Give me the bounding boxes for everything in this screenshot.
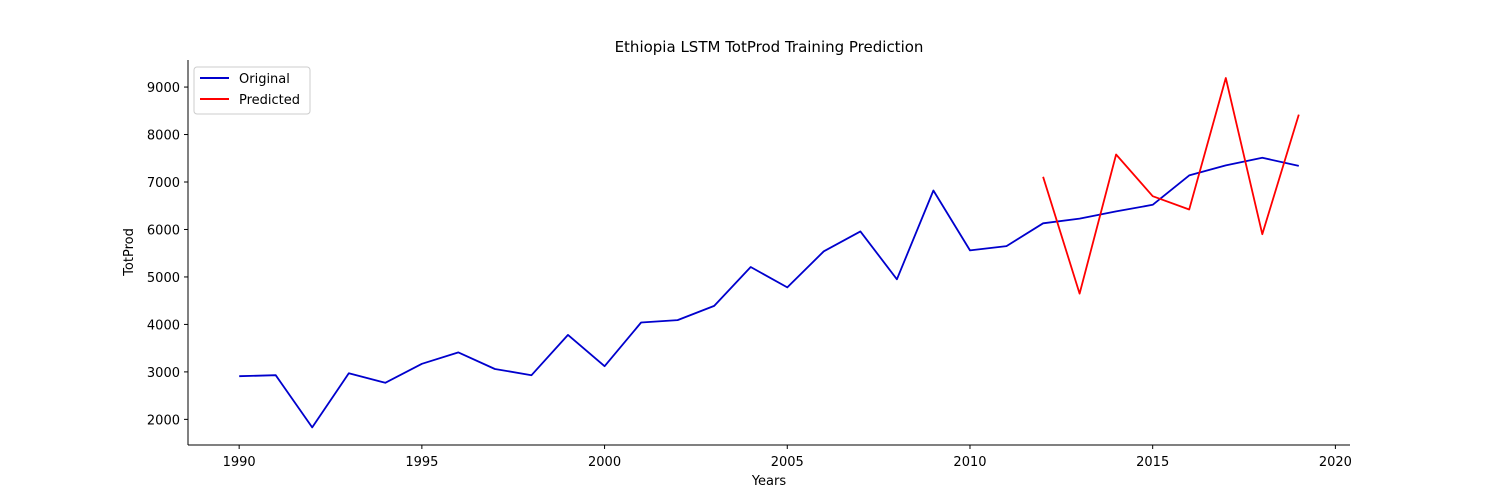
x-tick-label: 1995 [405, 455, 438, 470]
x-tick-label: 2005 [771, 455, 804, 470]
x-tick-label: 2000 [588, 455, 621, 470]
x-axis-ticks: 1990 1995 2000 2005 2010 2015 2020 [223, 445, 1352, 470]
plot-area [239, 77, 1300, 429]
y-tick-label: 6000 [147, 223, 180, 238]
series-line-predicted [1042, 77, 1300, 295]
y-tick-label: 7000 [147, 176, 180, 191]
chart-title: Ethiopia LSTM TotProd Training Predictio… [615, 38, 924, 56]
x-tick-label: 2020 [1319, 455, 1352, 470]
y-axis-title: TotProd [122, 228, 137, 277]
legend-label-original: Original [239, 72, 290, 87]
legend-label-predicted: Predicted [239, 93, 300, 108]
y-tick-label: 5000 [147, 271, 180, 286]
y-tick-label: 2000 [147, 413, 180, 428]
series-line-original [239, 156, 1299, 429]
y-tick-label: 9000 [147, 81, 180, 96]
x-tick-label: 1990 [223, 455, 256, 470]
y-axis-ticks: 2000 3000 4000 5000 6000 7000 8000 9000 [147, 81, 188, 428]
x-tick-label: 2015 [1136, 455, 1169, 470]
legend: Original Predicted [193, 66, 311, 115]
x-axis-title: Years [751, 474, 787, 489]
x-tick-label: 2010 [953, 455, 986, 470]
y-tick-label: 4000 [147, 318, 180, 333]
y-tick-label: 8000 [147, 129, 180, 144]
y-tick-label: 3000 [147, 366, 180, 381]
